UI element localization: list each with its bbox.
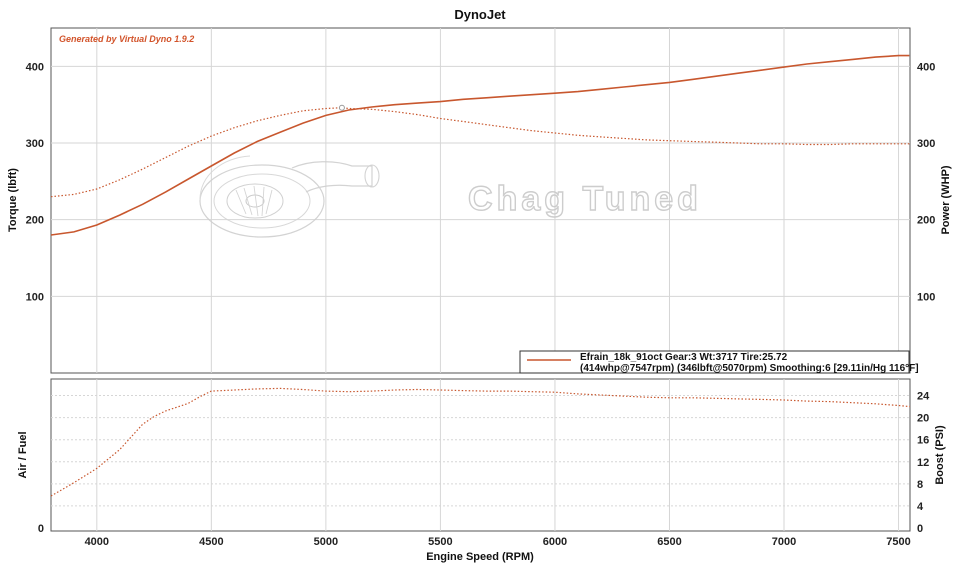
- legend-box: [519, 350, 910, 374]
- afr-boost-panel: 0 4 8 12 16 20 24 0 Air / Fuel Boost (PSI): [17, 378, 946, 535]
- upper-grid: [51, 28, 910, 373]
- power-tick-label: 200: [917, 215, 935, 227]
- boost-tick-label: 0: [917, 523, 923, 535]
- x-tick-label: 5500: [428, 536, 452, 548]
- power-tick-label: 400: [917, 61, 935, 73]
- boost-tick-label: 4: [917, 501, 924, 513]
- legend-line-2: (414whp@7547rpm) (346lbft@5070rpm) Smoot…: [580, 363, 919, 374]
- x-tick-label: 4500: [199, 536, 223, 548]
- lower-tick-labels: 0 4 8 12 16 20 24 0: [38, 391, 930, 535]
- power-curve: [50, 54, 910, 236]
- boost-tick-label: 16: [917, 435, 929, 447]
- torque-tick-label: 400: [26, 61, 44, 73]
- power-axis-title: Power (WHP): [940, 165, 952, 234]
- legend-line-1: Efrain_18k_91oct Gear:3 Wt:3717 Tire:25.…: [580, 352, 788, 363]
- torque-tick-label: 300: [26, 138, 44, 150]
- power-tick-label: 100: [917, 291, 935, 303]
- chag-tuned-watermark: Chag Tuned: [199, 155, 702, 238]
- peak-torque-marker: [338, 104, 345, 111]
- x-tick-label: 5000: [314, 536, 338, 548]
- chart-title: DynoJet: [454, 7, 506, 22]
- afr-tick-label: 0: [38, 523, 44, 535]
- torque-tick-label: 200: [26, 215, 44, 227]
- x-tick-label: 7500: [886, 536, 910, 548]
- boost-tick-label: 12: [917, 457, 929, 469]
- x-tick-label: 6500: [657, 536, 681, 548]
- legend: Efrain_18k_91oct Gear:3 Wt:3717 Tire:25.…: [519, 350, 919, 374]
- torque-tick-label: 100: [26, 291, 44, 303]
- x-tick-label: 6000: [543, 536, 567, 548]
- x-tick-labels: 4000 4500 5000 5500 6000 6500 7000 7500: [85, 536, 911, 548]
- watermark-text: Chag Tuned: [468, 180, 702, 218]
- x-tick-label: 7000: [772, 536, 796, 548]
- upper-curves: [50, 54, 910, 236]
- lower-grid: [51, 379, 910, 531]
- torque-curve: [50, 107, 910, 198]
- upper-plot-frame: [50, 27, 911, 374]
- turbo-logo: [199, 155, 380, 238]
- torque-power-panel: Chag Tuned Generated by Virtual Dyno 1.9…: [7, 27, 952, 374]
- torque-axis-title: Torque (lbft): [7, 168, 19, 232]
- boost-tick-label: 24: [917, 391, 930, 403]
- power-tick-label: 300: [917, 138, 935, 150]
- boost-axis-title: Boost (PSI): [934, 425, 946, 485]
- boost-tick-label: 20: [917, 413, 929, 425]
- x-tick-label: 4000: [85, 536, 109, 548]
- boost-tick-label: 8: [917, 479, 923, 491]
- lower-plot-frame: [50, 378, 911, 532]
- x-axis-title: Engine Speed (RPM): [426, 551, 534, 563]
- generator-label: Generated by Virtual Dyno 1.9.2: [59, 34, 194, 44]
- upper-tick-labels: 100 100 200 200 300 300 400 400: [26, 61, 936, 303]
- afr-axis-title: Air / Fuel: [17, 431, 29, 478]
